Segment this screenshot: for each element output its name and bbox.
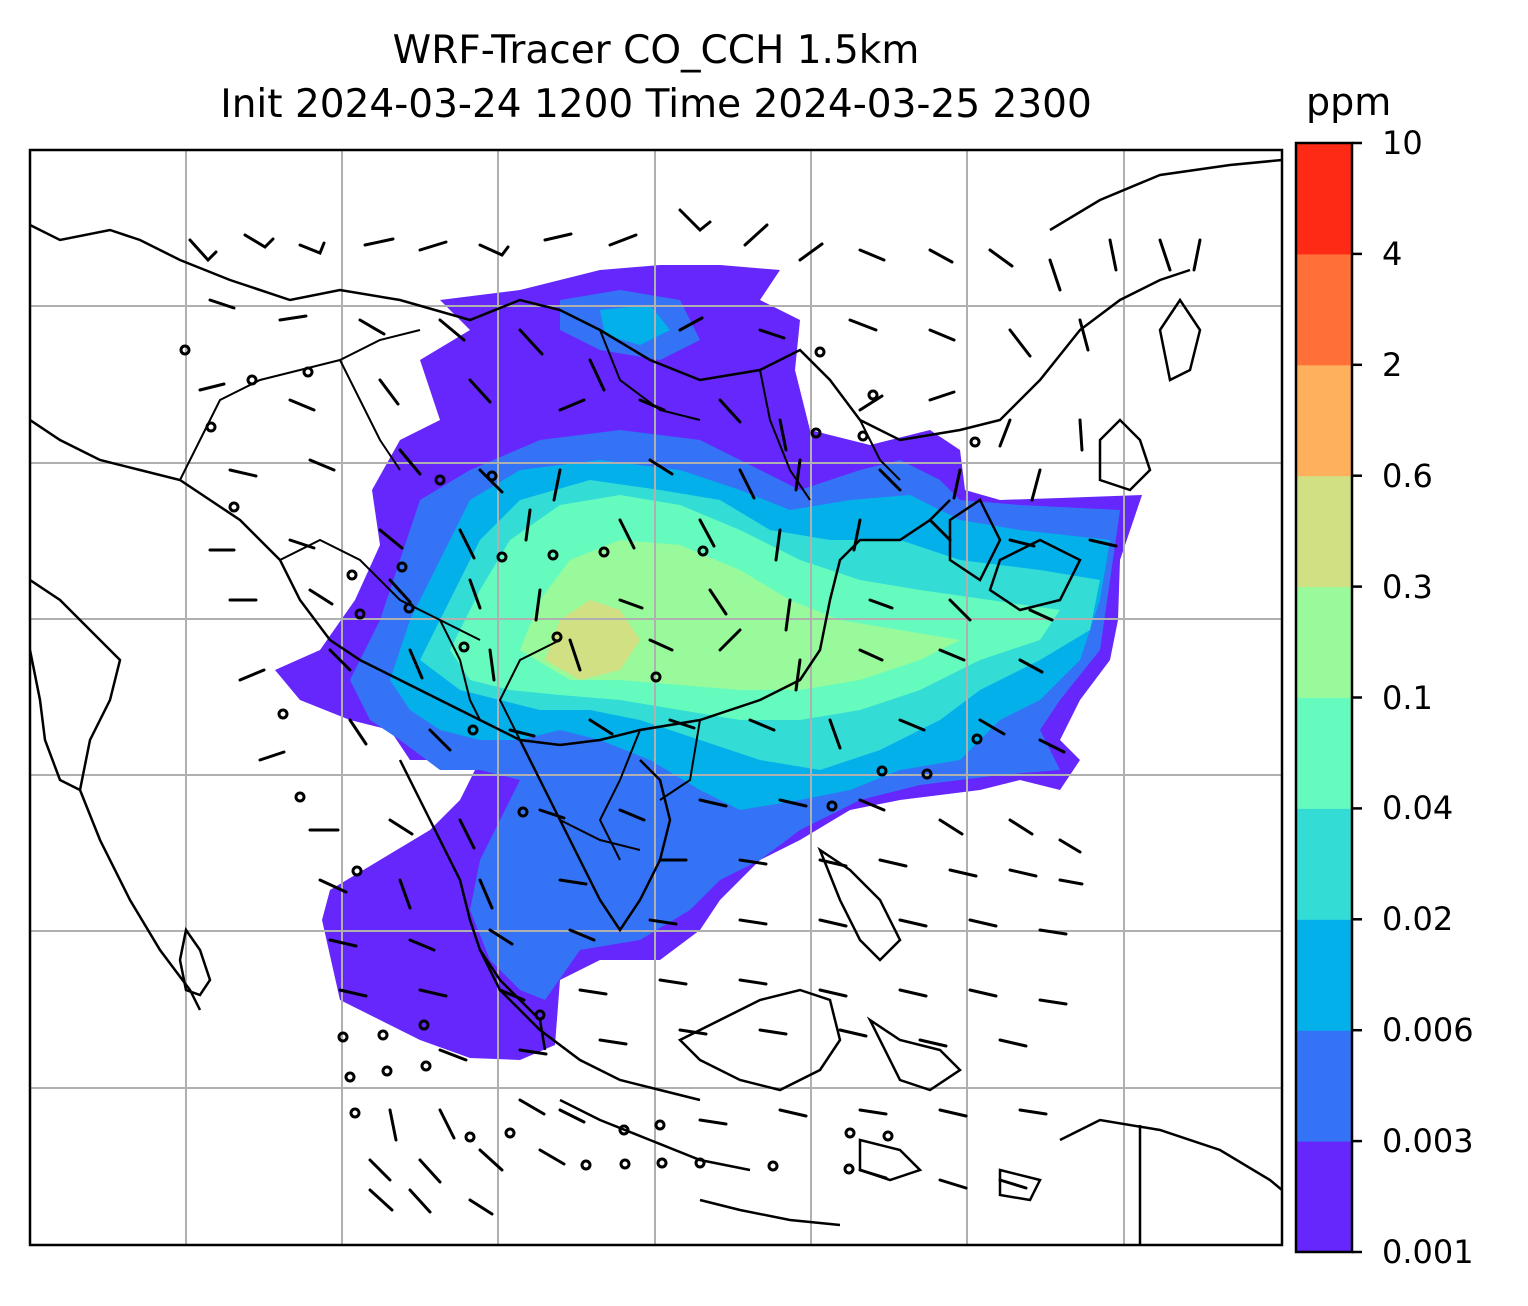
calm-wind-circles xyxy=(179,344,983,1175)
wind-barbs xyxy=(188,208,1202,1216)
colorbar-segment xyxy=(1296,364,1352,477)
colorbar-tick-label: 0.6 xyxy=(1382,456,1433,495)
colorbar-segment xyxy=(1296,253,1352,366)
colorbar-tick-label: 4 xyxy=(1382,234,1403,273)
colorbar-tick-label: 0.001 xyxy=(1382,1233,1474,1271)
colorbar-tick-label: 0.04 xyxy=(1382,789,1454,828)
lat-lon-gridlines xyxy=(30,150,1282,1245)
colorbar-segment xyxy=(1296,143,1352,255)
colorbar xyxy=(1294,141,1362,1254)
colorbar-tick-label: 0.003 xyxy=(1382,1122,1474,1161)
map-title-line2: Init 2024-03-24 1200 Time 2024-03-25 230… xyxy=(220,82,1092,127)
map-title-line1: WRF-Tracer CO_CCH 1.5km xyxy=(392,28,920,73)
colorbar-segment xyxy=(1296,475,1352,588)
plume-north-patch-inner xyxy=(600,305,670,345)
colorbar-segment xyxy=(1296,697,1352,809)
colorbar-tick-label: 0.006 xyxy=(1382,1011,1474,1050)
colorbar-tick-label: 0.02 xyxy=(1382,900,1454,939)
colorbar-segment xyxy=(1296,1030,1352,1142)
colorbar-tick-label: 0.3 xyxy=(1382,567,1433,606)
co-tracer-shading xyxy=(275,265,1142,1060)
colorbar-tick-label: 0.1 xyxy=(1382,678,1433,717)
country-borders xyxy=(179,329,901,861)
colorbar-segment xyxy=(1296,808,1352,920)
colorbar-segment xyxy=(1296,1141,1352,1253)
colorbar-segment xyxy=(1296,919,1352,1031)
colorbar-tick-label: 2 xyxy=(1382,345,1403,384)
colorbar-segment xyxy=(1296,586,1352,698)
map-frame xyxy=(28,148,1284,1247)
colorbar-units: ppm xyxy=(1306,80,1392,124)
colorbar-tick-label: 10 xyxy=(1382,124,1423,162)
